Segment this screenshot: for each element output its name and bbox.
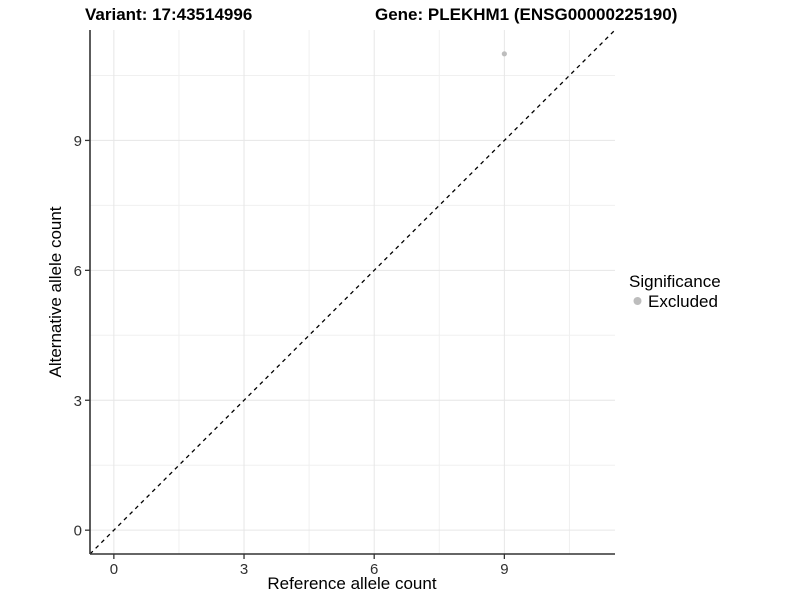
identity-dashed-line <box>89 29 616 555</box>
y-tick-label: 0 <box>74 523 82 540</box>
x-tick-label: 9 <box>500 561 508 578</box>
y-tick-label: 3 <box>74 393 82 410</box>
gene-title: Gene: PLEKHM1 (ENSG00000225190) <box>375 5 677 24</box>
legend-item-excluded: Excluded <box>648 292 718 311</box>
y-axis-title: Alternative allele count <box>46 206 65 377</box>
x-tick-label: 6 <box>370 561 378 578</box>
y-axis-ticks: 0 3 6 9 <box>74 133 90 540</box>
x-axis-title: Reference allele count <box>267 574 436 593</box>
legend: Significance Excluded <box>629 272 721 311</box>
x-axis-ticks: 0 3 6 9 <box>110 554 509 578</box>
data-points <box>501 51 507 57</box>
variant-title: Variant: 17:43514996 <box>85 5 252 24</box>
x-tick-label: 3 <box>240 561 248 578</box>
grid-minor-lines <box>90 30 615 554</box>
legend-title: Significance <box>629 272 721 291</box>
y-tick-label: 6 <box>74 263 82 280</box>
legend-point-swatch-excluded <box>633 297 642 305</box>
y-tick-label: 9 <box>74 133 82 150</box>
data-point-excluded <box>501 51 507 57</box>
x-tick-label: 0 <box>110 561 118 578</box>
grid-major-lines <box>90 30 615 554</box>
